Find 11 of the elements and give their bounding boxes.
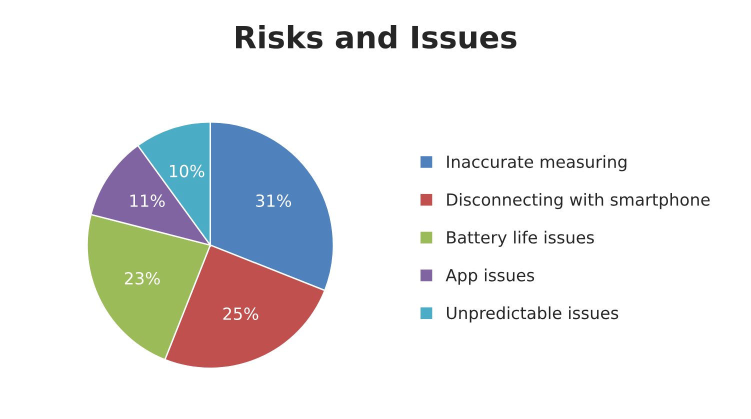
legend-label: App issues [446,268,534,285]
data-label: 25% [223,307,258,320]
chart-title: Risks and Issues [236,25,516,49]
legend-label: Disconnecting with smartphone [447,192,710,210]
data-label: 23% [124,272,160,285]
legend-label: Unpredictable issues [446,306,618,322]
legend-label: Battery life issues [447,230,594,247]
data-label: 11% [130,194,165,208]
legend-label: Inaccurate measuring [447,155,626,172]
data-label: 10% [170,164,204,178]
data-label: 31% [256,194,292,208]
